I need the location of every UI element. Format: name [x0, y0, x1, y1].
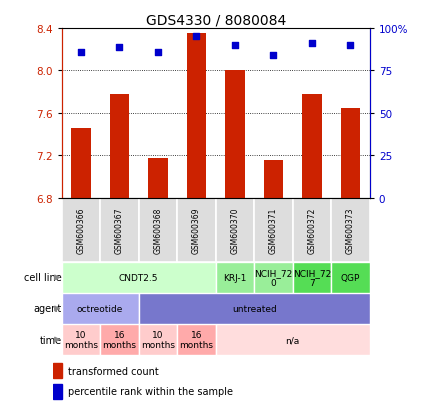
Text: CNDT2.5: CNDT2.5: [119, 273, 159, 282]
Point: [116, 44, 123, 51]
Bar: [302, 95, 322, 198]
Text: untreated: untreated: [232, 304, 277, 313]
FancyBboxPatch shape: [293, 198, 331, 262]
FancyBboxPatch shape: [215, 324, 370, 355]
FancyBboxPatch shape: [177, 198, 215, 262]
FancyBboxPatch shape: [62, 262, 215, 293]
Text: NCIH_72
7: NCIH_72 7: [293, 268, 331, 287]
Point: [270, 53, 277, 59]
Text: KRJ-1: KRJ-1: [223, 273, 246, 282]
Bar: [341, 108, 360, 198]
FancyBboxPatch shape: [100, 324, 139, 355]
Text: 10
months: 10 months: [64, 330, 98, 349]
FancyBboxPatch shape: [62, 293, 139, 324]
Bar: [71, 128, 91, 198]
Text: GSM600372: GSM600372: [307, 207, 317, 254]
Title: GDS4330 / 8080084: GDS4330 / 8080084: [145, 14, 286, 28]
FancyBboxPatch shape: [254, 262, 293, 293]
FancyBboxPatch shape: [62, 324, 100, 355]
Bar: [187, 34, 206, 198]
FancyBboxPatch shape: [331, 198, 370, 262]
Point: [155, 49, 162, 56]
Text: 16
months: 16 months: [102, 330, 136, 349]
Text: transformed count: transformed count: [68, 366, 159, 376]
FancyBboxPatch shape: [177, 324, 215, 355]
Text: cell line: cell line: [24, 273, 62, 283]
FancyBboxPatch shape: [331, 262, 370, 293]
Point: [193, 34, 200, 40]
FancyBboxPatch shape: [215, 262, 254, 293]
Point: [77, 49, 84, 56]
Text: QGP: QGP: [341, 273, 360, 282]
FancyBboxPatch shape: [139, 198, 177, 262]
Text: NCIH_72
0: NCIH_72 0: [254, 268, 292, 287]
Point: [309, 41, 315, 47]
Text: 16
months: 16 months: [179, 330, 213, 349]
Text: GSM600368: GSM600368: [153, 207, 162, 254]
Text: GSM600371: GSM600371: [269, 207, 278, 254]
Point: [232, 43, 238, 49]
Text: agent: agent: [34, 304, 62, 314]
Text: percentile rank within the sample: percentile rank within the sample: [68, 387, 232, 396]
Text: octreotide: octreotide: [77, 304, 123, 313]
Bar: [53, 384, 62, 399]
FancyBboxPatch shape: [139, 324, 177, 355]
Text: GSM600369: GSM600369: [192, 207, 201, 254]
Bar: [225, 71, 244, 198]
FancyBboxPatch shape: [62, 198, 100, 262]
Text: GSM600367: GSM600367: [115, 207, 124, 254]
FancyBboxPatch shape: [215, 198, 254, 262]
Text: GSM600366: GSM600366: [76, 207, 85, 254]
Bar: [53, 363, 62, 378]
Text: n/a: n/a: [286, 335, 300, 344]
FancyBboxPatch shape: [254, 198, 293, 262]
Text: 10
months: 10 months: [141, 330, 175, 349]
Bar: [148, 159, 167, 198]
Bar: [110, 95, 129, 198]
FancyBboxPatch shape: [100, 198, 139, 262]
Point: [347, 43, 354, 49]
Text: GSM600370: GSM600370: [230, 207, 239, 254]
Text: GSM600373: GSM600373: [346, 207, 355, 254]
Bar: [264, 160, 283, 198]
FancyBboxPatch shape: [139, 293, 370, 324]
Text: time: time: [40, 335, 62, 345]
FancyBboxPatch shape: [293, 262, 331, 293]
